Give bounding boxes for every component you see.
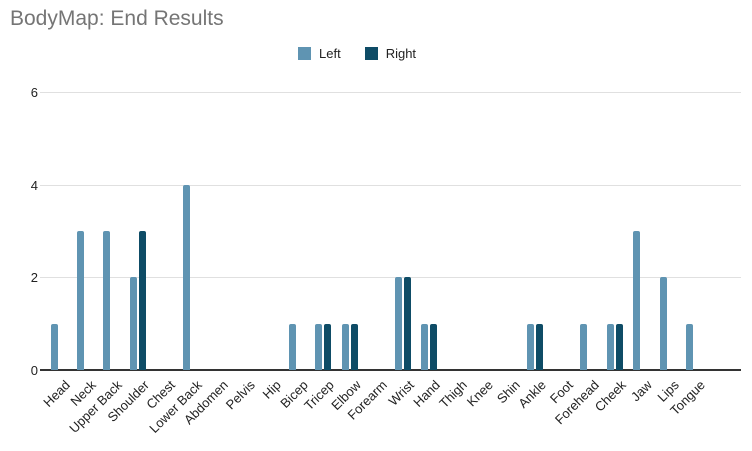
y-tick-label: 4 [30,177,38,193]
gridline [40,184,741,186]
bar-right-ankle[interactable] [536,323,544,370]
y-tick-label: 0 [30,363,38,378]
legend-swatch-right [364,47,378,60]
bar-left-shoulder[interactable] [129,277,137,370]
chart-legend: Left Right [298,46,416,61]
bar-left-neck[interactable] [76,231,84,370]
bar-left-cheek[interactable] [606,323,614,370]
legend-label-right: Right [385,46,417,61]
gridline [40,277,741,279]
bar-left-lips[interactable] [659,277,667,370]
gridline [40,92,741,94]
x-axis-baseline [40,369,741,371]
bar-left-upper-back[interactable] [103,231,111,370]
bar-left-head[interactable] [50,323,58,370]
legend-label-left: Left [319,46,341,61]
bar-left-wrist[interactable] [394,277,402,370]
bar-left-bicep[interactable] [288,323,296,370]
bar-left-lower-back[interactable] [182,184,190,370]
bar-right-elbow[interactable] [350,323,358,370]
bar-left-tongue[interactable] [686,323,694,370]
legend-swatch-left [298,47,311,60]
chart-title: BodyMap: End Results [10,7,224,30]
bar-left-jaw[interactable] [633,231,641,370]
bar-left-tricep[interactable] [315,323,323,370]
legend-item-left: Left [298,46,341,61]
bar-left-hand[interactable] [421,323,429,370]
bar-right-wrist[interactable] [403,277,411,370]
y-tick-label: 2 [30,270,38,286]
bar-left-forehead[interactable] [580,323,588,370]
bar-right-shoulder[interactable] [138,231,146,370]
bar-left-ankle[interactable] [527,323,535,370]
y-tick-label: 6 [30,85,38,101]
legend-item-right: Right [364,46,417,61]
bar-right-tricep[interactable] [324,323,332,370]
bar-right-hand[interactable] [430,323,438,370]
bar-left-elbow[interactable] [341,323,349,370]
bar-right-cheek[interactable] [615,323,623,370]
